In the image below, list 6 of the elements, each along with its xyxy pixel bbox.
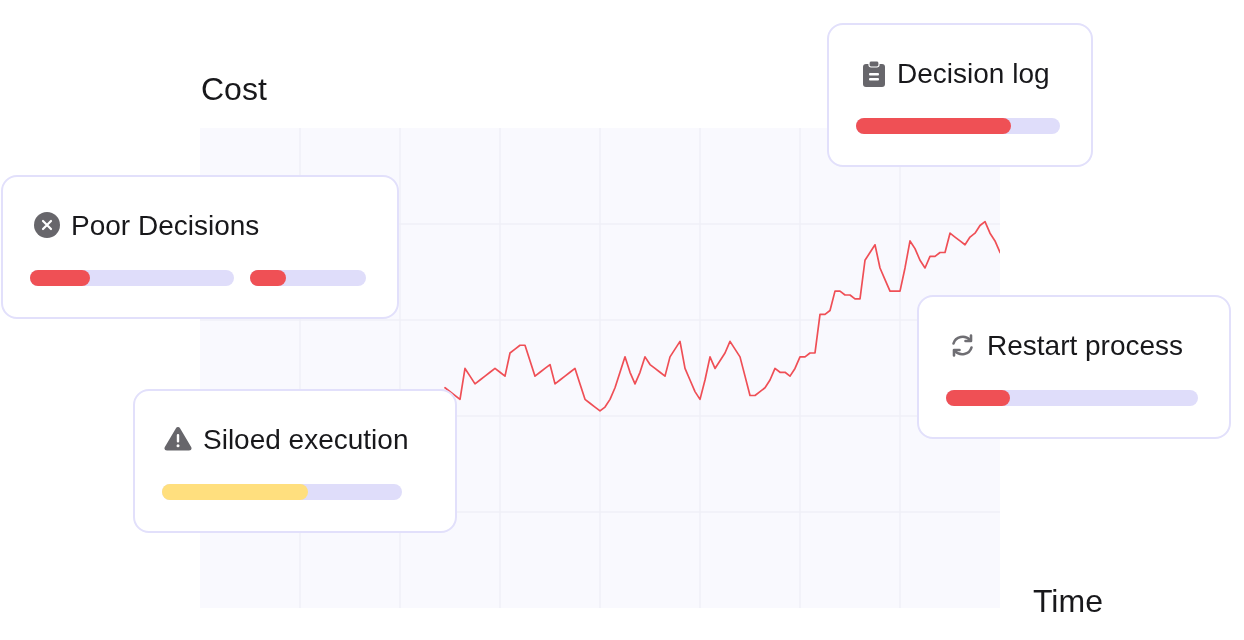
annotation: Poor Decisions — [71, 210, 260, 241]
annotation: Restart process — [987, 330, 1184, 361]
text: Decision log — [897, 58, 1050, 89]
y-axis-title: Cost — [201, 71, 267, 107]
text: Time — [1033, 583, 1103, 619]
annotation: Siloed execution — [203, 424, 409, 455]
